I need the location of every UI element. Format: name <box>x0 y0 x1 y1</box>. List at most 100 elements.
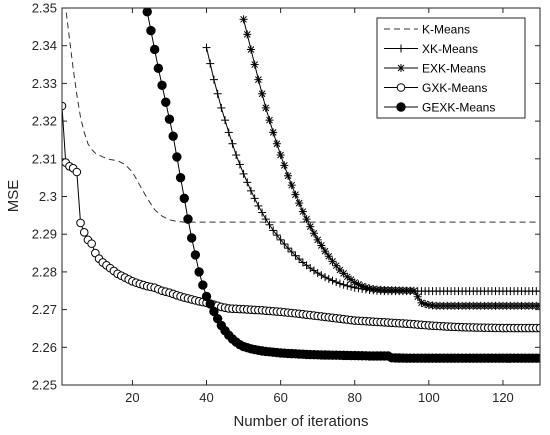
gexk-means-marker <box>175 172 186 183</box>
y-tick-label: 2.35 <box>32 1 57 16</box>
exk-means-marker <box>317 241 326 250</box>
k-means-series <box>65 8 540 223</box>
gexk-means-marker <box>168 131 178 141</box>
exk-means-marker <box>295 199 304 208</box>
legend-entry-gexk-means: GEXK-Means <box>384 101 495 115</box>
gexk-means-marker <box>205 299 215 309</box>
y-tick-label: 2.34 <box>32 38 57 53</box>
xk-means-marker <box>243 178 252 187</box>
gxk-means-marker <box>87 239 96 248</box>
gexk-means-marker <box>186 233 197 243</box>
x-tick-label: 40 <box>199 390 213 405</box>
legend-entry-exk-means: EXK-Means <box>384 62 486 76</box>
gexk-means-marker <box>194 267 204 277</box>
xk-means-marker <box>206 59 215 68</box>
legend-label: XK-Means <box>422 42 478 56</box>
gexk-means-marker <box>153 63 164 74</box>
gxk-means-marker <box>76 218 85 228</box>
xk-means-marker <box>287 247 296 256</box>
x-axis-label: Number of iterations <box>233 413 368 430</box>
xk-means-marker <box>276 235 285 244</box>
gexk-means-marker <box>164 114 175 124</box>
xk-means-marker <box>217 103 226 112</box>
gexk-means-marker <box>157 80 167 90</box>
gexk-means-marker <box>179 193 189 204</box>
exk-means-marker <box>309 229 318 238</box>
xk-means-marker <box>339 280 348 289</box>
y-tick-label: 2.27 <box>32 302 57 317</box>
legend-label: EXK-Means <box>422 62 486 76</box>
xk-means-marker <box>328 276 337 285</box>
gxk-means-series <box>62 101 540 333</box>
y-tick-label: 2.3 <box>39 189 57 204</box>
exk-means-series <box>239 15 540 310</box>
gxk-means-marker <box>72 167 82 177</box>
xk-means-marker <box>317 271 326 280</box>
xk-means-marker <box>343 281 352 290</box>
x-tick-label: 20 <box>125 390 139 405</box>
xk-means-marker <box>258 208 267 217</box>
gexk-means-marker <box>172 152 182 162</box>
gxk-means-line <box>62 105 540 329</box>
gexk-means-marker <box>201 291 212 302</box>
y-tick-label: 2.25 <box>32 378 57 393</box>
legend-label: GXK-Means <box>422 81 487 95</box>
xk-means-marker <box>239 169 248 178</box>
xk-means-marker <box>265 220 274 229</box>
exk-means-marker <box>324 252 333 261</box>
legend-label: GEXK-Means <box>422 101 495 115</box>
xk-means-marker <box>313 269 322 278</box>
exk-means-marker <box>246 45 255 54</box>
xk-means-marker <box>295 255 304 264</box>
exk-means-marker <box>291 190 300 199</box>
gexk-means-marker <box>183 214 193 224</box>
exk-means-marker <box>536 301 540 310</box>
y-axis-label: MSE <box>5 180 22 213</box>
gexk-means-marker <box>198 280 208 290</box>
exk-means-marker <box>413 292 422 301</box>
exk-means-marker <box>321 247 330 256</box>
exk-means-marker <box>284 171 293 180</box>
xk-means-marker <box>269 226 278 235</box>
y-tick-label: 2.32 <box>32 114 57 129</box>
legend-marker <box>396 83 406 92</box>
xk-means-marker <box>224 128 233 137</box>
legend-entry-gxk-means: GXK-Means <box>384 81 487 95</box>
legend-entry-k-means: K-Means <box>384 23 470 37</box>
xk-means-series <box>202 43 540 296</box>
exk-means-marker <box>250 60 259 69</box>
exk-means-marker <box>276 151 285 160</box>
gexk-means-series <box>142 8 540 363</box>
exk-means-marker <box>280 161 289 170</box>
gexk-means-marker <box>161 97 171 107</box>
xk-means-marker <box>246 186 255 195</box>
x-tick-label: 80 <box>347 390 361 405</box>
y-tick-label: 2.29 <box>32 227 57 242</box>
legend-marker <box>396 102 406 112</box>
xk-means-marker <box>272 231 281 240</box>
exk-means-marker <box>332 261 341 270</box>
exk-means-marker <box>261 103 270 112</box>
xk-means-marker <box>213 89 222 98</box>
xk-means-marker <box>332 278 341 287</box>
xk-means-marker <box>324 274 333 283</box>
xk-means-marker <box>347 282 356 291</box>
y-tick-label: 2.33 <box>32 76 57 91</box>
x-tick-label: 100 <box>418 390 440 405</box>
gexk-means-marker <box>146 25 156 36</box>
x-tick-label: 60 <box>273 390 287 405</box>
xk-means-marker <box>209 75 218 84</box>
exk-means-marker <box>239 15 248 24</box>
xk-means-marker <box>202 43 211 52</box>
exk-means-marker <box>410 286 419 295</box>
xk-means-marker <box>335 279 344 288</box>
k-means-line <box>65 8 540 223</box>
xk-means-marker <box>235 160 244 169</box>
xk-means-marker <box>221 116 230 125</box>
xk-means-marker <box>250 194 259 203</box>
exk-means-marker <box>287 181 296 190</box>
xk-means-marker <box>280 240 289 249</box>
exk-means-marker <box>306 222 315 231</box>
exk-means-marker <box>269 128 278 137</box>
